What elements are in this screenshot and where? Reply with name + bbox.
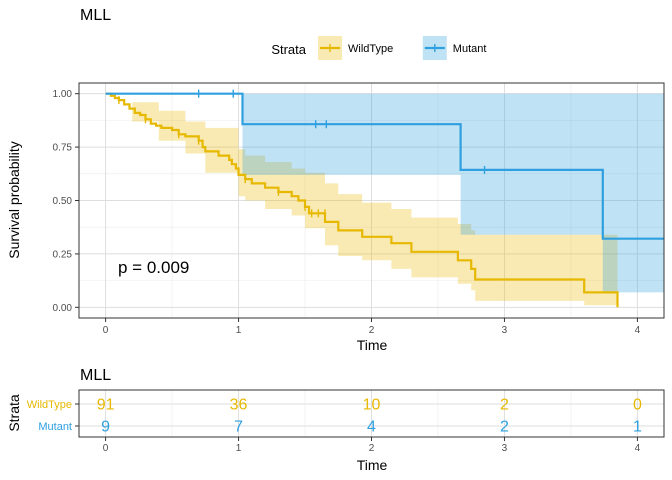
table-row-label-wildtype: WildType [27,399,72,411]
plot-title: MLL [80,7,111,24]
x-tick-label: 2 [369,325,375,336]
table-x-tick-label: 1 [236,443,242,454]
p-value-annotation: p = 0.009 [118,258,189,277]
plot-panel [78,82,665,319]
x-tick-label: 4 [635,325,641,336]
y-tick-label: 0.50 [53,196,73,207]
risk-count-wildtype: 91 [97,397,115,414]
table-x-tick-label: 2 [369,443,375,454]
table-title: MLL [80,367,111,384]
x-axis-label: Time [357,337,388,353]
table-x-axis-label: Time [357,457,388,473]
y-axis-label: Survival probability [6,141,22,259]
risk-count-wildtype: 36 [230,397,248,414]
y-tick-label: 0.75 [53,143,73,154]
risk-count-wildtype: 0 [633,397,642,414]
table-x-tick-label: 0 [103,443,109,454]
risk-count-wildtype: 2 [500,397,509,414]
ci-band-mutant [105,93,665,293]
ci-band-wildtype [105,93,618,306]
table-x-tick-label: 4 [635,443,641,454]
table-x-tick-label: 3 [502,443,508,454]
risk-count-mutant: 1 [633,419,642,436]
risk-count-wildtype: 10 [363,397,381,414]
legend-label-wildtype: WildType [348,43,393,55]
legend: Strata WildType Mutant [271,36,486,60]
x-tick-label: 3 [502,325,508,336]
risk-table-panel: 91 36 10 2 0 9 7 4 2 1 [78,389,665,438]
table-row-label-mutant: Mutant [38,421,72,433]
survival-curve-wildtype [105,92,619,308]
survival-curve-mutant [105,92,664,240]
y-tick-label: 0.00 [53,303,73,314]
risk-count-mutant: 4 [367,419,376,436]
legend-title: Strata [271,42,306,57]
risk-count-mutant: 2 [500,419,509,436]
x-tick-label: 0 [103,325,109,336]
risk-count-mutant: 7 [234,419,243,436]
y-tick-label: 0.25 [53,249,73,260]
y-tick-label: 1.00 [53,89,73,100]
legend-label-mutant: Mutant [453,43,487,55]
x-tick-label: 1 [236,325,242,336]
risk-count-mutant: 9 [101,419,110,436]
table-y-axis-label: Strata [6,394,22,432]
